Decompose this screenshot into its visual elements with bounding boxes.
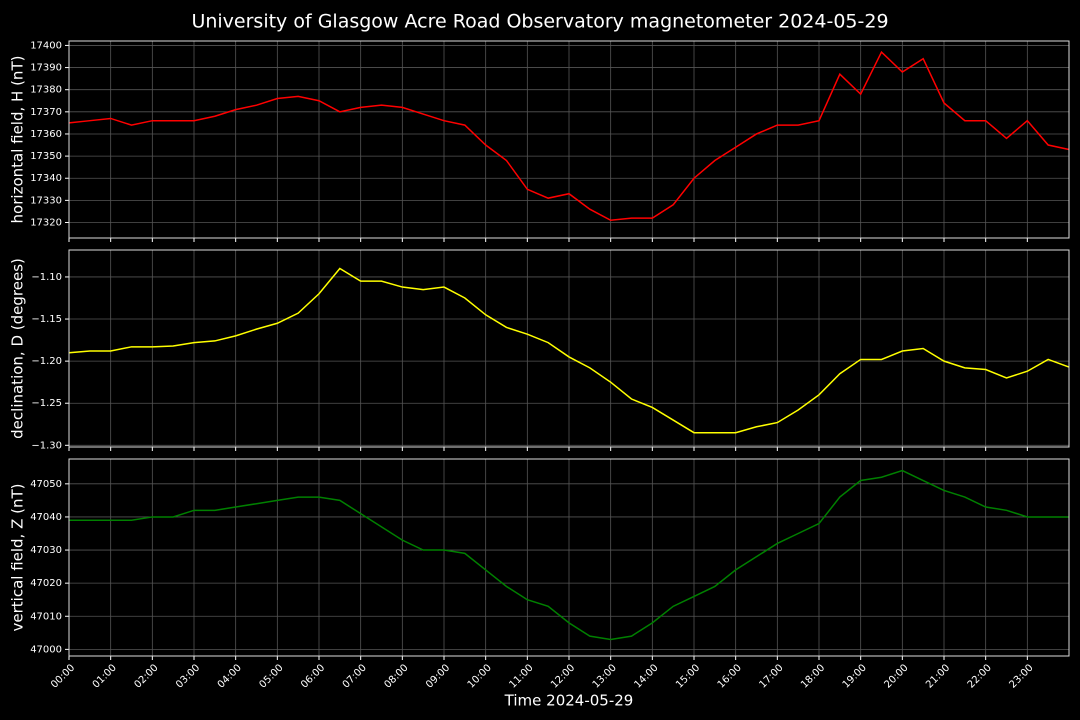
y-tick-label: 47030 — [30, 545, 62, 556]
data-line — [68, 50, 1070, 222]
x-tick-label: 17:00 — [757, 662, 785, 690]
x-tick-label: 20:00 — [882, 662, 910, 690]
y-tick-label: 17320 — [30, 218, 62, 229]
figure-title: University of Glasgow Acre Road Observat… — [191, 11, 888, 33]
x-tick-label: 08:00 — [382, 662, 410, 690]
axes-frame — [68, 249, 1070, 448]
x-tick-label: 19:00 — [841, 662, 869, 690]
x-tick-label: 01:00 — [91, 662, 119, 690]
axes-frame — [68, 458, 1070, 657]
y-tick-label: 17370 — [30, 107, 62, 118]
x-tick-label: 10:00 — [466, 662, 494, 690]
x-tick-label: 06:00 — [299, 662, 327, 690]
x-tick-label: 15:00 — [674, 662, 702, 690]
y-tick-label: 17400 — [30, 40, 62, 51]
x-tick-label: 16:00 — [716, 662, 744, 690]
x-axis-label: Time 2024-05-29 — [504, 692, 634, 710]
y-tick-label: −1.15 — [31, 314, 62, 325]
y-tick-label: 17380 — [30, 85, 62, 96]
x-tick-label: 23:00 — [1007, 662, 1035, 690]
y-axis-label: declination, D (degrees) — [9, 258, 27, 439]
y-tick-label: 47050 — [30, 479, 62, 490]
x-tick-label: 05:00 — [257, 662, 285, 690]
y-tick-label: 47020 — [30, 578, 62, 589]
x-tick-label: 04:00 — [216, 662, 244, 690]
y-tick-label: 47010 — [30, 611, 62, 622]
x-tick-label: 03:00 — [174, 662, 202, 690]
axes-frame — [68, 40, 1070, 239]
y-tick-label: 47000 — [30, 644, 62, 655]
x-tick-label: 18:00 — [799, 662, 827, 690]
y-tick-label: 17330 — [30, 195, 62, 206]
data-line — [69, 469, 1069, 641]
x-tick-label: 00:00 — [49, 662, 77, 690]
x-tick-label: 22:00 — [966, 662, 994, 690]
y-tick-label: −1.25 — [31, 398, 62, 409]
y-axis-label: horizontal field, H (nT) — [9, 56, 27, 224]
y-axis-label: vertical field, Z (nT) — [9, 483, 27, 631]
y-tick-label: 17360 — [30, 129, 62, 140]
x-tick-label: 11:00 — [507, 662, 535, 690]
y-tick-label: −1.30 — [31, 440, 62, 451]
y-tick-label: −1.10 — [31, 272, 62, 283]
x-tick-label: 09:00 — [424, 662, 452, 690]
y-tick-label: 17390 — [30, 63, 62, 74]
y-tick-label: 17350 — [30, 151, 62, 162]
x-tick-label: 02:00 — [132, 662, 160, 690]
y-tick-label: 17340 — [30, 173, 62, 184]
x-tick-label: 13:00 — [591, 662, 619, 690]
x-tick-label: 12:00 — [549, 662, 577, 690]
y-tick-label: −1.20 — [31, 356, 62, 367]
y-tick-label: 47040 — [30, 512, 62, 523]
x-tick-label: 07:00 — [341, 662, 369, 690]
data-line — [68, 267, 1070, 434]
x-tick-label: 21:00 — [924, 662, 952, 690]
x-tick-label: 14:00 — [632, 662, 660, 690]
